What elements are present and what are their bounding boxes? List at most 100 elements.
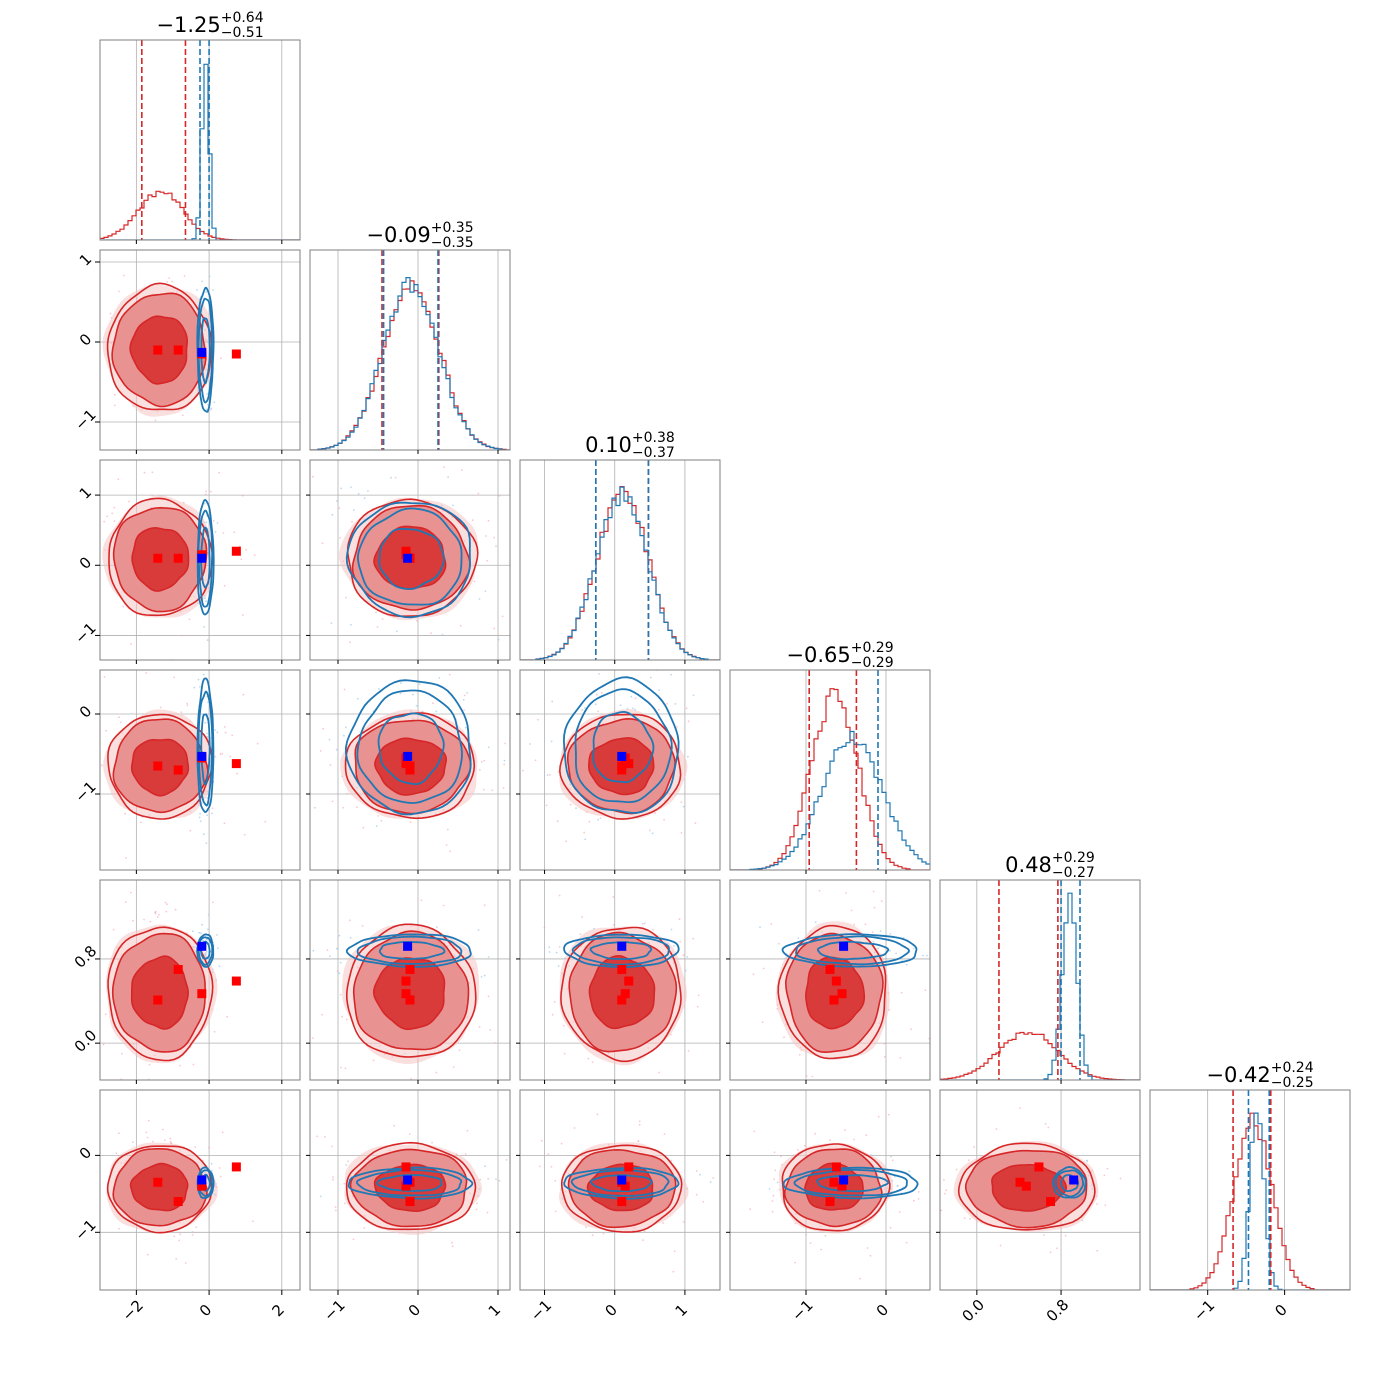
red-sample-dot xyxy=(96,555,98,557)
red-sample-dot xyxy=(483,904,486,907)
blue-sample-dot xyxy=(550,740,553,743)
red-sample-dot xyxy=(305,982,307,984)
red-marker xyxy=(624,1162,634,1172)
red-sample-dot xyxy=(574,1155,576,1157)
blue-sample-dot xyxy=(205,521,208,524)
blue-marker xyxy=(839,941,849,951)
blue-sample-dot xyxy=(213,401,216,404)
blue-sample-dot xyxy=(202,673,205,676)
blue-histogram xyxy=(730,730,930,870)
red-sample-dot xyxy=(231,734,234,737)
red-sample-dot xyxy=(722,1162,724,1164)
red-sample-dot xyxy=(753,1130,756,1133)
y-tick-label: −1 xyxy=(71,406,99,434)
red-sample-dot xyxy=(161,1128,164,1131)
red-sample-dot xyxy=(340,1066,342,1069)
blue-sample-dot xyxy=(674,703,677,705)
red-sample-dot xyxy=(612,896,615,898)
red-sample-dot xyxy=(643,1230,646,1233)
panel-content xyxy=(100,1119,254,1264)
red-sample-dot xyxy=(685,707,688,710)
red-sample-dot xyxy=(143,918,145,921)
blue-sample-dot xyxy=(709,1181,712,1183)
blue-sample-dot xyxy=(203,626,206,628)
red-marker xyxy=(624,976,634,986)
blue-sample-dot xyxy=(495,545,497,547)
red-contour-outer xyxy=(558,713,682,820)
blue-sample-dot xyxy=(529,743,531,745)
blue-sample-dot xyxy=(546,774,549,776)
red-sample-dot xyxy=(880,900,883,902)
red-sample-dot xyxy=(111,512,114,515)
blue-contour-inner xyxy=(378,527,445,590)
red-contour-outer xyxy=(106,282,213,411)
red-sample-dot xyxy=(256,742,259,745)
red-sample-dot xyxy=(480,760,483,763)
blue-sample-dot xyxy=(319,1195,322,1198)
blue-sample-dot xyxy=(594,703,597,706)
x-tick-label: 0 xyxy=(601,1301,620,1320)
red-sample-dot xyxy=(501,615,504,618)
red-sample-dot xyxy=(362,826,365,829)
red-sample-dot xyxy=(103,520,106,523)
red-sample-dot xyxy=(483,759,486,762)
blue-sample-dot xyxy=(350,486,352,489)
blue-sample-dot xyxy=(349,936,352,939)
red-sample-dot xyxy=(140,821,142,824)
panel-content xyxy=(76,471,256,660)
red-sample-dot xyxy=(581,916,584,918)
red-sample-dot xyxy=(242,693,245,696)
red-sample-dot xyxy=(1047,1126,1050,1129)
blue-sample-dot xyxy=(619,704,622,707)
red-sample-dot xyxy=(1096,1249,1099,1252)
red-sample-dot xyxy=(663,1133,666,1135)
red-marker xyxy=(617,964,627,974)
blue-sample-dot xyxy=(330,622,333,624)
blue-marker xyxy=(617,751,627,761)
red-marker xyxy=(837,989,847,999)
panel-1-4 xyxy=(305,879,511,1081)
blue-contour-outer xyxy=(345,501,471,619)
title-minus: −0.29 xyxy=(851,655,894,671)
diag-panel-0: −1.25+0.64 −0.51 xyxy=(99,10,301,241)
red-sample-dot xyxy=(253,554,256,556)
red-sample-dot xyxy=(76,571,78,573)
red-sample-dot xyxy=(573,1127,576,1129)
red-sample-dot xyxy=(415,619,418,622)
red-sample-dot xyxy=(887,1113,890,1116)
blue-contour-inner xyxy=(589,1174,653,1192)
red-sample-dot xyxy=(682,954,685,957)
blue-sample-dot xyxy=(905,963,908,966)
panel-1-5 xyxy=(309,1089,511,1291)
red-sample-dot xyxy=(188,618,191,621)
red-sample-dot xyxy=(241,614,244,616)
red-sample-dot xyxy=(332,1178,334,1181)
blue-sample-dot xyxy=(926,954,928,957)
blue-sample-dot xyxy=(196,172,198,174)
red-histogram xyxy=(520,486,720,660)
red-sample-dot xyxy=(23,368,25,370)
red-sample-dot xyxy=(999,1244,1002,1247)
x-tick-label: 1 xyxy=(672,1301,691,1320)
red-marker xyxy=(617,765,627,775)
red-sample-dot xyxy=(336,970,339,973)
panel-title: −0.65+0.29 −0.29 xyxy=(786,640,893,671)
blue-sample-dot xyxy=(204,721,207,724)
red-sample-dot xyxy=(477,492,480,495)
red-sample-dot xyxy=(58,743,60,745)
red-sample-dot xyxy=(154,419,157,422)
blue-sample-dot xyxy=(205,600,207,603)
blue-sample-dot xyxy=(193,686,196,689)
red-sample-dot xyxy=(596,873,598,875)
blue-sample-dot xyxy=(340,487,343,490)
red-sample-dot xyxy=(679,1102,681,1104)
y-tick-label: 1 xyxy=(76,250,95,269)
red-sample-dot xyxy=(173,676,176,679)
blue-sample-dot xyxy=(670,928,673,931)
red-sample-dot xyxy=(487,995,490,998)
diag-panel-3: −0.65+0.29 −0.29 xyxy=(729,640,931,871)
red-sample-dot xyxy=(464,1153,467,1155)
red-sample-dot xyxy=(208,1146,210,1149)
red-sample-dot xyxy=(343,688,346,691)
red-sample-dot xyxy=(345,1018,348,1021)
